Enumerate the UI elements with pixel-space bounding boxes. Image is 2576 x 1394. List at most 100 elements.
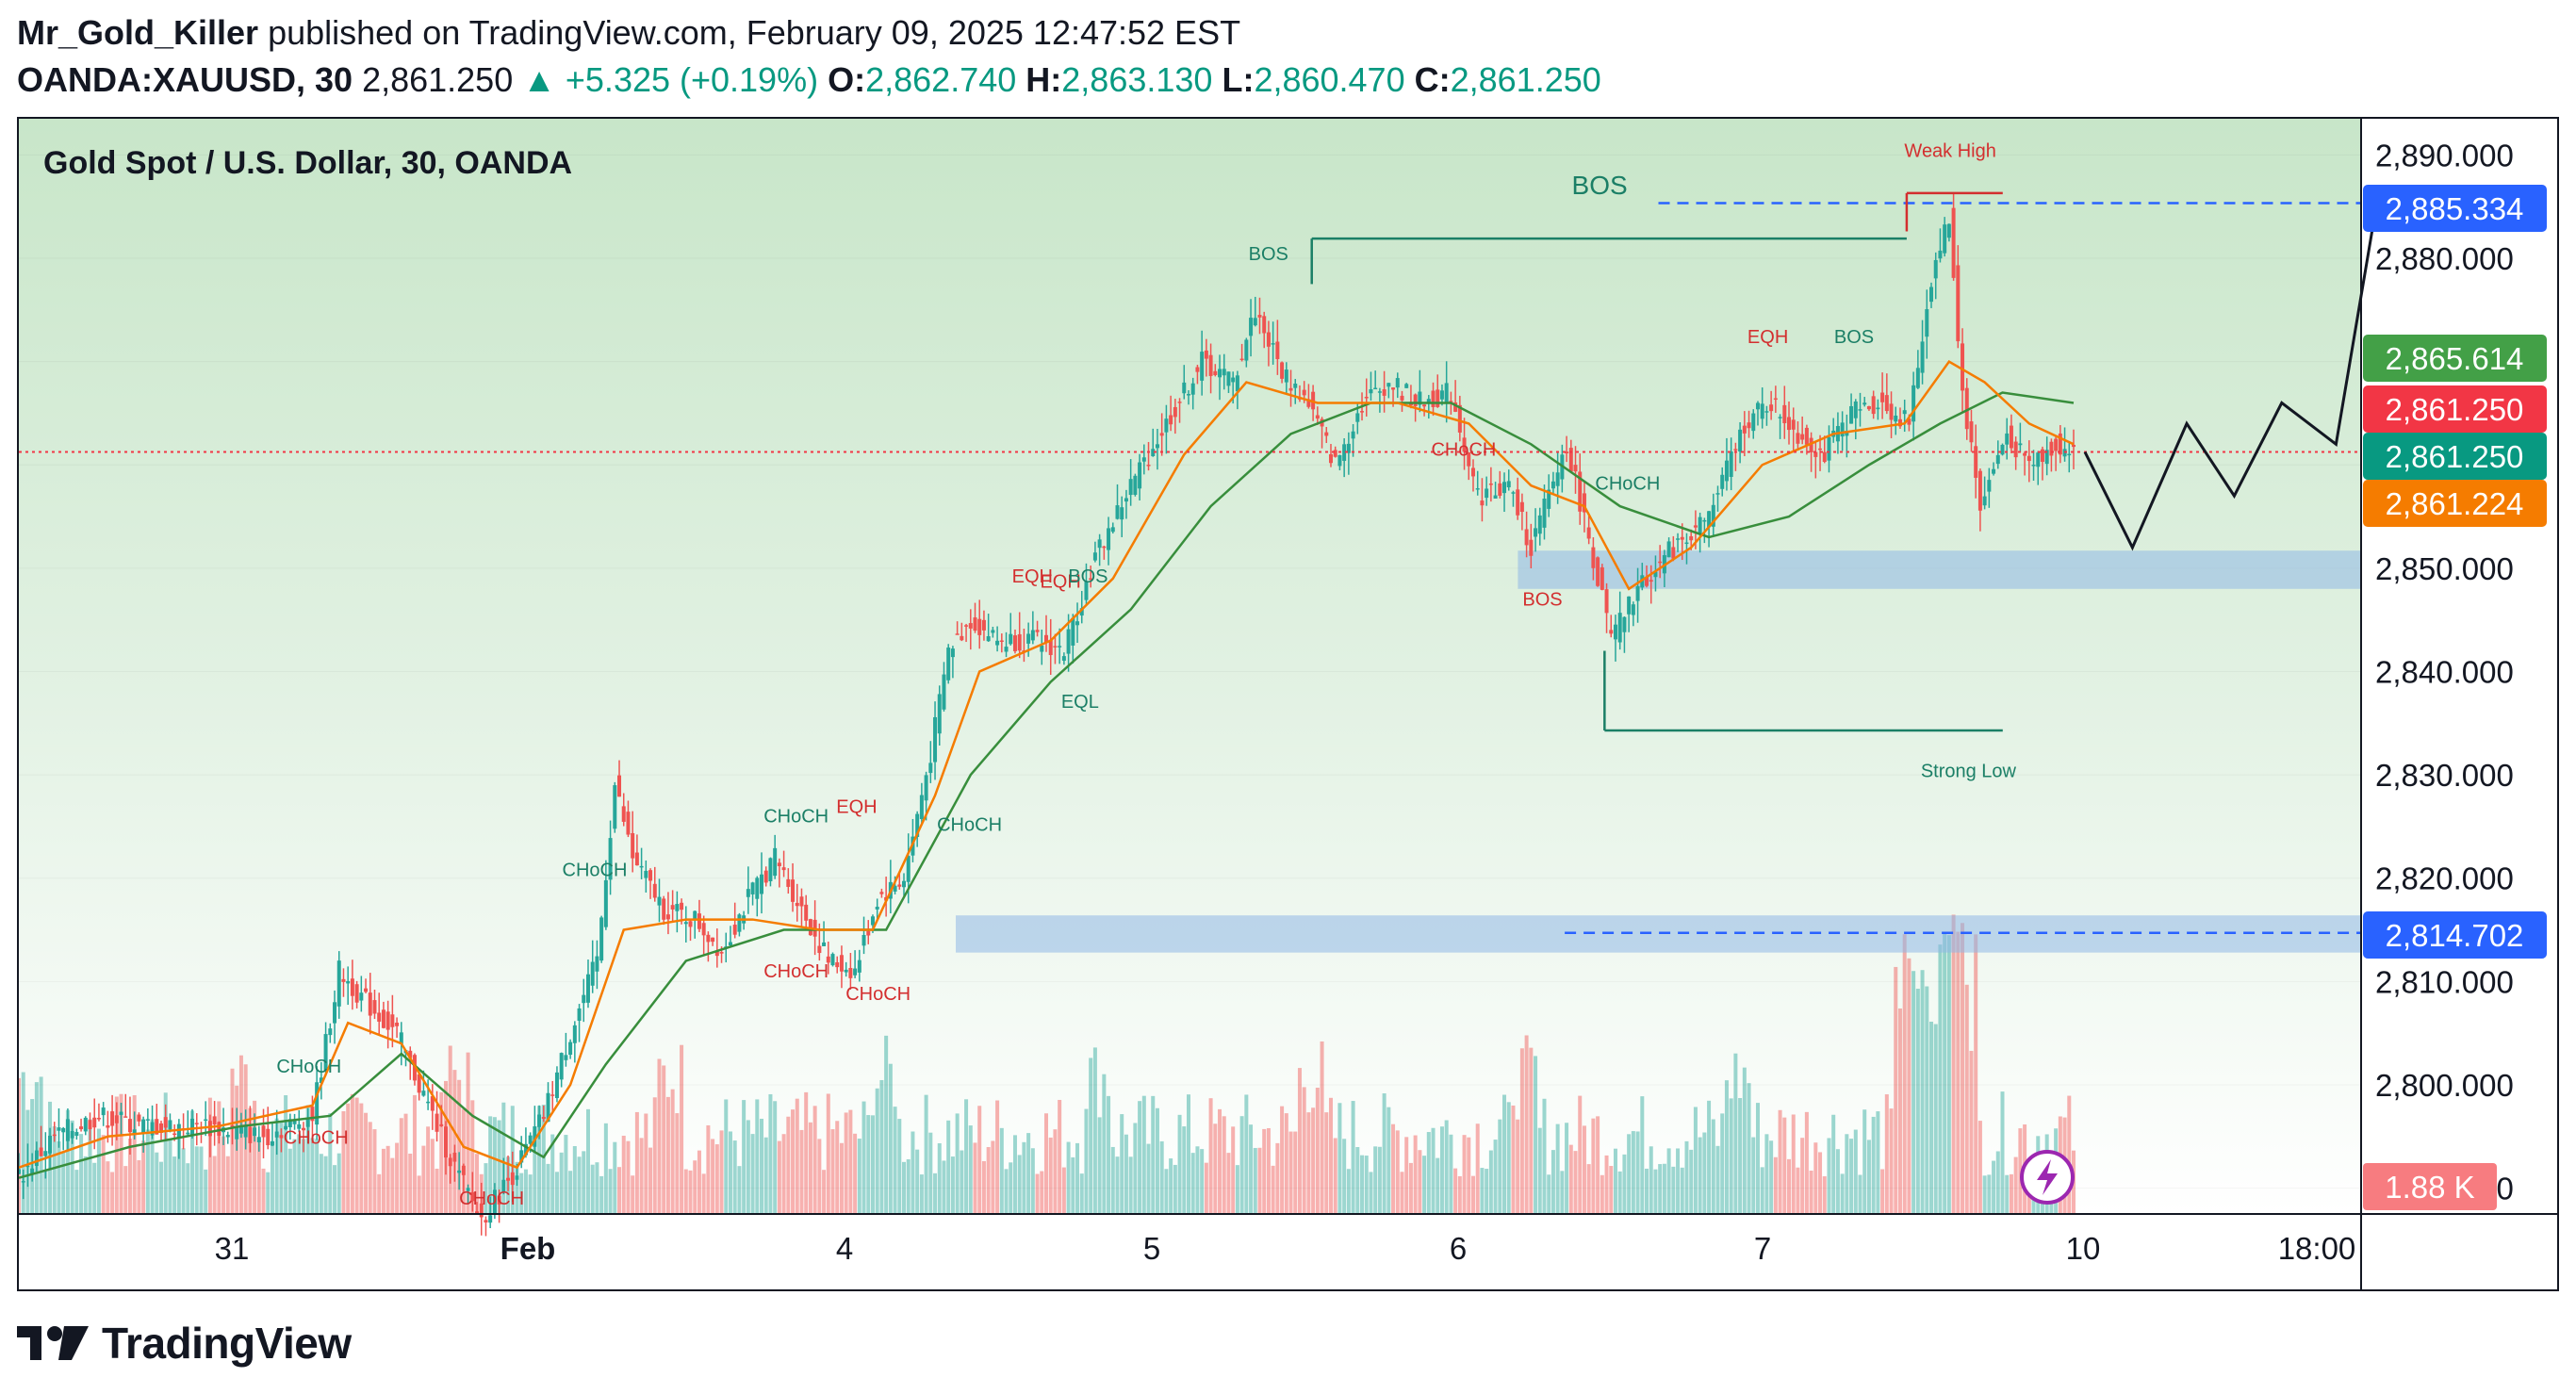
volume-bar xyxy=(1747,1083,1751,1214)
candle-body xyxy=(1355,413,1360,422)
volume-bar xyxy=(292,1139,297,1214)
time-axis[interactable]: 31 Feb 4 5 6 7 10 18:00 xyxy=(215,1231,2356,1266)
volume-bar xyxy=(1534,1056,1538,1214)
candle xyxy=(61,1126,66,1151)
volume-bar xyxy=(101,1135,106,1214)
chart-frame[interactable]: Weak High BOS BOS EQH BOS CHoCH CHoCH BOS Strong… xyxy=(17,117,2559,1291)
candle xyxy=(354,980,359,1009)
candle xyxy=(274,1109,279,1156)
volume-bar xyxy=(1346,1169,1351,1214)
volume-bar xyxy=(999,1127,1004,1214)
candle xyxy=(572,1021,577,1063)
volume-bar xyxy=(546,1163,550,1214)
candle xyxy=(1813,440,1818,479)
volume-bar xyxy=(158,1161,163,1214)
volume-bar xyxy=(866,1115,871,1214)
candle-body xyxy=(1884,395,1889,412)
candle xyxy=(603,860,608,930)
candle-body xyxy=(1586,527,1591,539)
price-axis[interactable]: 2,890.0002,880.0002,870.0002,860.0002,85… xyxy=(2375,138,2514,1205)
symbol-label[interactable]: OANDA:XAUUSD, 30 xyxy=(17,60,353,99)
candle-body xyxy=(1982,496,1987,506)
volume-bar xyxy=(763,1137,768,1214)
candle-body xyxy=(1813,451,1818,457)
volume-bar xyxy=(559,1152,564,1214)
candle-body xyxy=(2049,441,2054,456)
candle-body xyxy=(1306,399,1311,407)
candle-body xyxy=(1302,389,1306,396)
candle-body xyxy=(1138,462,1142,489)
candle-body xyxy=(554,1072,559,1099)
price-tag-text: 2,865.614 xyxy=(2386,341,2524,376)
candle-body xyxy=(1493,495,1498,499)
candle xyxy=(1382,370,1386,413)
volume-bar xyxy=(19,1077,21,1214)
candle xyxy=(235,1107,239,1151)
candle-body xyxy=(760,874,764,894)
candle-body xyxy=(19,1169,21,1174)
volume-bar xyxy=(1177,1114,1182,1214)
volume-bar xyxy=(163,1092,168,1214)
volume-bar xyxy=(1413,1135,1418,1214)
candle-body xyxy=(1751,413,1756,432)
volume-bar xyxy=(1840,1173,1845,1214)
candle xyxy=(1840,411,1845,451)
candle xyxy=(879,888,884,898)
volume-tag: 1.88 K xyxy=(2363,1163,2497,1210)
candle xyxy=(1502,472,1507,513)
candle xyxy=(804,894,809,929)
author-name[interactable]: Mr_Gold_Killer xyxy=(17,13,259,52)
alert-lightning-icon[interactable] xyxy=(2020,1150,2075,1205)
candle-body xyxy=(186,1132,190,1135)
candle-body xyxy=(519,1150,524,1163)
price-tag-bg xyxy=(2363,185,2547,232)
candle-body xyxy=(652,883,657,898)
candle-body xyxy=(266,1128,271,1146)
candle-body xyxy=(235,1127,239,1140)
volume-bar xyxy=(986,1147,991,1214)
candle-body xyxy=(1079,608,1084,616)
candle-body xyxy=(582,994,586,1004)
candle xyxy=(1969,409,1974,452)
candle-body xyxy=(670,905,675,910)
candle xyxy=(1992,462,1996,476)
candle xyxy=(377,992,382,1036)
candle-body xyxy=(595,956,599,972)
candle-body xyxy=(1653,571,1658,578)
candle-body xyxy=(1591,547,1596,568)
candle-body xyxy=(1439,390,1444,400)
volume-bar xyxy=(1933,1024,1938,1214)
volume-bar xyxy=(377,1173,382,1214)
volume-bar xyxy=(1880,1169,1885,1214)
tradingview-logo-icon[interactable] xyxy=(17,1324,89,1362)
volume-bar xyxy=(662,1065,666,1214)
candle xyxy=(701,915,706,957)
candle-body xyxy=(470,1191,475,1202)
volume-bar xyxy=(955,1113,960,1214)
candle-body xyxy=(333,1002,337,1024)
candle xyxy=(590,940,595,993)
volume-bar xyxy=(372,1129,377,1214)
volume-bar xyxy=(1804,1111,1809,1214)
candle-body xyxy=(1715,493,1720,495)
candle-body xyxy=(1053,646,1058,648)
candle xyxy=(683,906,688,943)
candle xyxy=(662,895,666,926)
candle xyxy=(1671,535,1676,562)
candle xyxy=(1218,354,1222,401)
candle-body xyxy=(274,1131,279,1138)
candle-body xyxy=(533,1126,537,1147)
candle xyxy=(1035,620,1040,637)
candle-body xyxy=(1337,454,1342,467)
candle xyxy=(670,890,675,923)
footer-brand[interactable]: TradingView xyxy=(102,1319,352,1368)
volume-bar xyxy=(212,1156,217,1214)
candle xyxy=(1012,629,1017,654)
candle xyxy=(1120,496,1124,537)
candle xyxy=(1809,432,1813,472)
volume-bar xyxy=(417,1175,421,1214)
volume-bar xyxy=(1992,1160,1996,1214)
candle-body xyxy=(253,1127,257,1137)
volume-bar xyxy=(804,1091,809,1214)
